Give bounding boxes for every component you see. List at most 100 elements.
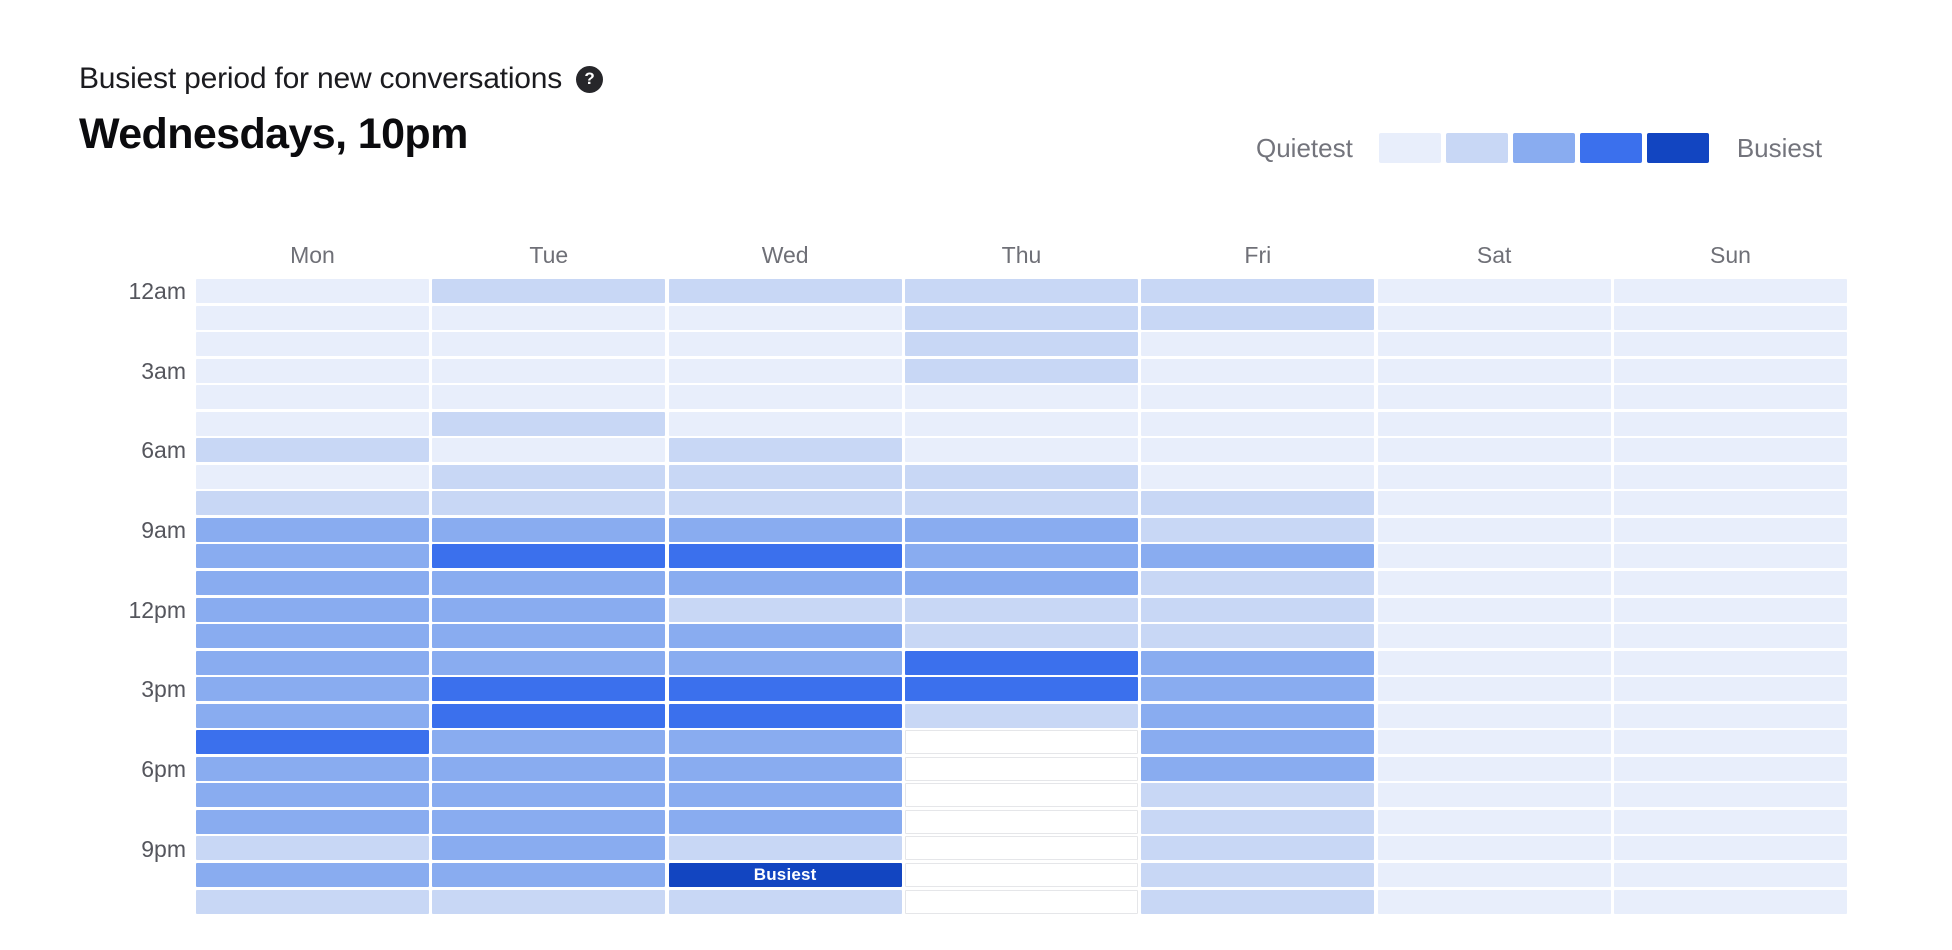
heatmap-cell[interactable] — [668, 756, 902, 781]
heatmap-cell[interactable] — [1141, 332, 1375, 357]
heatmap-cell[interactable] — [196, 491, 429, 516]
heatmap-cell[interactable] — [196, 624, 429, 649]
heatmap-cell[interactable] — [1141, 279, 1375, 303]
heatmap-cell[interactable] — [1377, 517, 1611, 542]
heatmap-cell[interactable] — [668, 836, 902, 861]
heatmap-cell[interactable] — [905, 305, 1138, 330]
heatmap-cell[interactable] — [1377, 783, 1611, 808]
heatmap-cell[interactable] — [432, 305, 666, 330]
heatmap-cell[interactable] — [1377, 730, 1611, 755]
heatmap-cell[interactable] — [432, 597, 666, 622]
heatmap-cell[interactable] — [668, 411, 902, 436]
heatmap-cell[interactable] — [668, 597, 902, 622]
heatmap-cell[interactable] — [668, 624, 902, 649]
heatmap-cell[interactable] — [1377, 863, 1611, 888]
heatmap-cell[interactable] — [432, 650, 666, 675]
heatmap-cell[interactable] — [432, 783, 666, 808]
heatmap-cell[interactable] — [1614, 783, 1847, 808]
heatmap-cell[interactable] — [905, 358, 1138, 383]
heatmap-cell[interactable] — [1377, 677, 1611, 702]
heatmap-cell[interactable] — [196, 571, 429, 596]
heatmap-cell[interactable] — [196, 332, 429, 357]
heatmap-cell[interactable] — [1141, 571, 1375, 596]
heatmap-cell[interactable] — [1141, 836, 1375, 861]
heatmap-cell[interactable] — [668, 358, 902, 383]
heatmap-cell[interactable] — [905, 544, 1138, 569]
heatmap-cell[interactable] — [668, 544, 902, 569]
heatmap-cell[interactable] — [196, 385, 429, 410]
heatmap-cell[interactable] — [1377, 836, 1611, 861]
heatmap-cell[interactable] — [432, 836, 666, 861]
heatmap-cell[interactable] — [1377, 385, 1611, 410]
heatmap-cell[interactable] — [196, 836, 429, 861]
heatmap-cell[interactable] — [905, 650, 1138, 675]
heatmap-cell[interactable] — [1377, 332, 1611, 357]
heatmap-cell[interactable] — [1614, 332, 1847, 357]
heatmap-cell[interactable] — [668, 464, 902, 489]
heatmap-cell[interactable] — [1141, 650, 1375, 675]
heatmap-cell[interactable] — [1141, 438, 1375, 463]
heatmap-cell[interactable] — [1141, 730, 1375, 755]
heatmap-cell[interactable] — [196, 517, 429, 542]
heatmap-cell[interactable] — [668, 809, 902, 834]
heatmap-cell[interactable] — [196, 305, 429, 330]
heatmap-cell[interactable] — [196, 411, 429, 436]
heatmap-cell[interactable] — [432, 491, 666, 516]
heatmap-cell[interactable] — [196, 279, 429, 303]
heatmap-cell[interactable] — [196, 464, 429, 489]
heatmap-cell[interactable] — [1377, 756, 1611, 781]
heatmap-cell[interactable] — [432, 358, 666, 383]
heatmap-cell[interactable] — [905, 491, 1138, 516]
heatmap-cell[interactable] — [432, 571, 666, 596]
heatmap-cell[interactable] — [432, 863, 666, 888]
heatmap-cell[interactable] — [1377, 438, 1611, 463]
heatmap-cell[interactable] — [196, 544, 429, 569]
heatmap-cell[interactable] — [905, 411, 1138, 436]
heatmap-cell[interactable] — [668, 730, 902, 755]
heatmap-cell[interactable] — [1614, 438, 1847, 463]
heatmap-cell[interactable] — [196, 863, 429, 888]
heatmap-cell[interactable] — [1141, 863, 1375, 888]
heatmap-cell[interactable] — [196, 889, 429, 914]
heatmap-cell[interactable] — [1141, 783, 1375, 808]
heatmap-cell[interactable] — [905, 836, 1138, 861]
heatmap-cell[interactable] — [1377, 571, 1611, 596]
heatmap-cell[interactable] — [432, 889, 666, 914]
heatmap-cell[interactable] — [1141, 677, 1375, 702]
heatmap-cell[interactable] — [905, 517, 1138, 542]
heatmap-cell[interactable] — [668, 517, 902, 542]
heatmap-cell[interactable] — [1141, 889, 1375, 914]
heatmap-cell[interactable] — [905, 332, 1138, 357]
heatmap-cell[interactable] — [432, 756, 666, 781]
heatmap-cell[interactable] — [1141, 597, 1375, 622]
heatmap-cell[interactable] — [1377, 889, 1611, 914]
heatmap-cell[interactable] — [196, 809, 429, 834]
heatmap-cell[interactable] — [1614, 677, 1847, 702]
heatmap-cell[interactable] — [668, 438, 902, 463]
heatmap-cell[interactable] — [432, 464, 666, 489]
heatmap-cell[interactable] — [1614, 305, 1847, 330]
heatmap-cell[interactable] — [905, 571, 1138, 596]
heatmap-cell[interactable] — [1141, 491, 1375, 516]
heatmap-cell[interactable] — [905, 597, 1138, 622]
heatmap-cell[interactable] — [668, 650, 902, 675]
heatmap-cell[interactable] — [1377, 279, 1611, 303]
heatmap-cell[interactable] — [1141, 464, 1375, 489]
heatmap-cell[interactable] — [1614, 809, 1847, 834]
heatmap-cell[interactable] — [1377, 491, 1611, 516]
heatmap-cell[interactable] — [668, 677, 902, 702]
heatmap-cell[interactable] — [1141, 703, 1375, 728]
heatmap-cell[interactable] — [905, 730, 1138, 755]
heatmap-cell[interactable] — [1614, 624, 1847, 649]
heatmap-cell[interactable] — [432, 385, 666, 410]
heatmap-cell[interactable] — [905, 703, 1138, 728]
heatmap-cell[interactable] — [1141, 544, 1375, 569]
heatmap-cell[interactable] — [1614, 650, 1847, 675]
heatmap-cell[interactable] — [905, 783, 1138, 808]
heatmap-cell[interactable] — [196, 650, 429, 675]
heatmap-cell[interactable] — [1141, 411, 1375, 436]
heatmap-cell[interactable] — [432, 677, 666, 702]
heatmap-cell[interactable] — [668, 889, 902, 914]
heatmap-cell[interactable] — [1614, 730, 1847, 755]
heatmap-cell[interactable] — [1614, 517, 1847, 542]
